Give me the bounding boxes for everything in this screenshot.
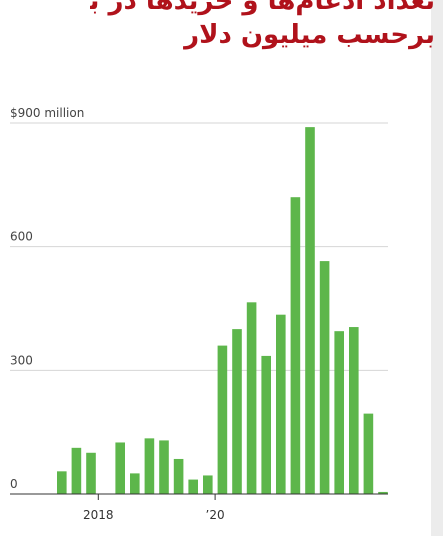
bar-0 — [57, 471, 67, 494]
bar-10 — [203, 475, 213, 494]
bar-2 — [86, 452, 96, 494]
bar-20 — [349, 327, 359, 494]
bar-17 — [305, 127, 315, 494]
bar-1 — [71, 447, 82, 494]
bar-4 — [115, 442, 125, 494]
bar-11 — [217, 345, 228, 494]
bar-19 — [334, 331, 344, 494]
bar-9 — [188, 479, 198, 494]
y-tick-label-1: 600 — [10, 230, 33, 244]
y-tick-label-3: 0 — [10, 477, 18, 491]
bar-5 — [130, 473, 140, 494]
chart-title-line-1: تعداد ادغام‌ها و خریدها در بازار — [90, 0, 435, 16]
bar-8 — [173, 458, 184, 494]
x-tick-label-0: 2018 — [83, 508, 114, 522]
bar-22 — [378, 491, 388, 494]
y-tick-label-0: $900 million — [10, 106, 84, 120]
bar-12 — [232, 329, 242, 494]
bar-14 — [261, 355, 271, 494]
bar-6 — [144, 438, 155, 494]
bar-15 — [276, 314, 286, 494]
bar-13 — [246, 302, 257, 494]
page-margin-strip — [431, 0, 443, 536]
bar-16 — [290, 197, 301, 494]
y-tick-label-2: 300 — [10, 353, 33, 367]
bar-18 — [319, 261, 330, 494]
chart-title-line-2: برحسب میلیون دلار — [184, 20, 435, 50]
x-tick-label-1: ’20 — [206, 508, 225, 522]
bar-21 — [363, 413, 374, 494]
bar-7 — [159, 440, 169, 494]
